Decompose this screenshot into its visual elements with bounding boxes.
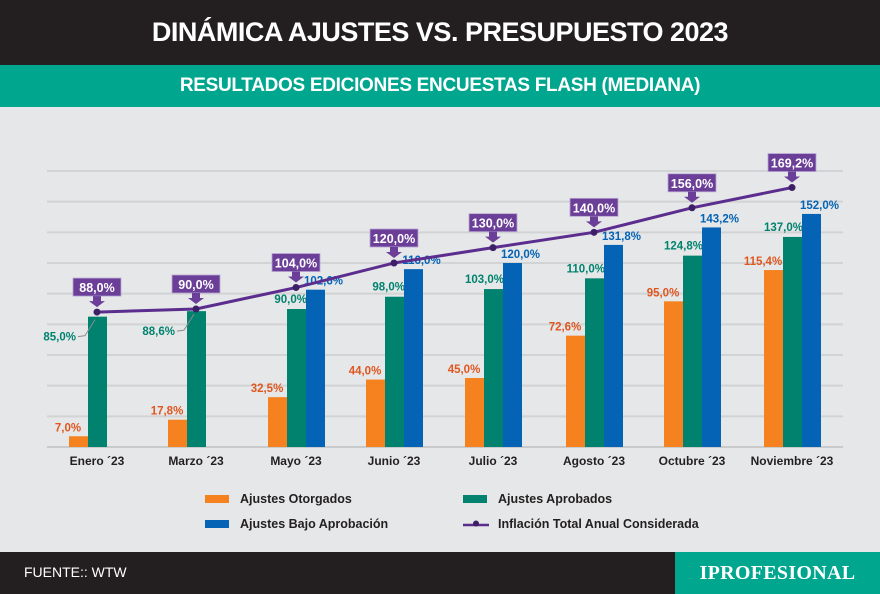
- bar-aprobados: [683, 255, 702, 447]
- bar-bajo-aprobacion: [404, 269, 423, 447]
- inflation-point: [489, 244, 497, 252]
- legend-line-marker-icon: [463, 520, 489, 527]
- bar-otorgados: [366, 379, 385, 447]
- callout-label: 130,0%: [472, 217, 514, 231]
- source-text: FUENTE:: WTW: [24, 564, 127, 580]
- leader-line: [176, 313, 195, 332]
- bar-aprobados: [585, 278, 604, 447]
- legend-otorgados: Ajustes Otorgados: [205, 492, 352, 506]
- subtitle-text: RESULTADOS EDICIONES ENCUESTAS FLASH (ME…: [179, 75, 701, 96]
- legend-label: Inflación Total Anual Considerada: [498, 517, 699, 531]
- inflation-point: [192, 305, 200, 313]
- data-label: 72,6%: [549, 322, 582, 334]
- data-label: 120,0%: [501, 249, 540, 261]
- callout-label: 90,0%: [178, 278, 213, 292]
- bar-otorgados: [69, 436, 88, 447]
- data-label: 88,6%: [142, 326, 175, 338]
- x-tick-label: Junio ´23: [368, 454, 421, 468]
- inflation-point: [292, 284, 300, 292]
- data-label: 44,0%: [349, 366, 382, 378]
- legend-swatch-blue: [205, 520, 229, 528]
- data-label: 131,8%: [602, 231, 641, 243]
- chart-title: DINÁMICA AJUSTES VS. PRESUPUESTO 2023: [0, 0, 880, 65]
- inflation-line: [96, 186, 793, 314]
- callout-label: 140,0%: [573, 201, 615, 215]
- x-tick-label: Marzo ´23: [168, 454, 224, 468]
- bar-otorgados: [664, 301, 683, 447]
- bar-aprobados: [484, 289, 503, 447]
- inflation-point: [93, 308, 101, 316]
- legend-label: Ajustes Otorgados: [240, 492, 352, 506]
- legend-swatch-orange: [205, 495, 229, 503]
- callout-arrow-icon: [386, 247, 402, 258]
- data-label: 90,0%: [274, 294, 307, 306]
- x-tick-label: Noviembre ´23: [751, 454, 834, 468]
- bar-otorgados: [764, 270, 783, 447]
- callout-arrow-icon: [89, 296, 105, 308]
- data-label: 45,0%: [448, 364, 481, 376]
- legend-label: Ajustes Aprobados: [498, 492, 613, 506]
- callout-label: 156,0%: [671, 177, 713, 191]
- x-tick-label: Enero ´23: [70, 454, 125, 468]
- legend-inflacion: Inflación Total Anual Considerada: [463, 517, 699, 531]
- bar-bajo-aprobacion: [503, 263, 522, 447]
- chart-plot: 7,0% 85,0% Enero ´23 17,8% 88,6% Marzo ´23 32,…: [43, 153, 843, 468]
- callout-arrow-icon: [485, 231, 501, 243]
- data-label: 32,5%: [251, 383, 284, 395]
- legend-aprobados: Ajustes Aprobados: [463, 492, 612, 506]
- callout-arrow-icon: [684, 191, 700, 203]
- inflation-point: [390, 259, 398, 267]
- x-tick-label: Julio ´23: [469, 454, 518, 468]
- data-label: 7,0%: [55, 422, 81, 434]
- bar-aprobados: [385, 296, 404, 447]
- callout-arrow-icon: [188, 293, 204, 304]
- legend-label: Ajustes Bajo Aprobación: [240, 517, 389, 531]
- inflation-point: [688, 204, 696, 212]
- x-tick-label: Mayo ´23: [270, 454, 322, 468]
- footer: FUENTE:: WTW IPROFESIONAL: [0, 552, 880, 594]
- bar-otorgados: [566, 335, 585, 447]
- legend-bajo-aprobacion: Ajustes Bajo Aprobación: [205, 517, 388, 531]
- bar-bajo-aprobacion: [604, 244, 623, 447]
- callout-arrow-icon: [586, 216, 602, 228]
- chart-subtitle: RESULTADOS EDICIONES ENCUESTAS FLASH (ME…: [0, 65, 880, 107]
- data-label: 98,0%: [372, 282, 405, 294]
- callout-arrow-icon: [784, 171, 800, 183]
- bar-otorgados: [168, 419, 187, 447]
- bar-aprobados: [187, 311, 206, 447]
- inflation-point: [590, 228, 598, 236]
- callout-label: 169,2%: [771, 157, 813, 171]
- data-label: 85,0%: [43, 332, 76, 344]
- brand-logo: IPROFESIONAL: [675, 552, 880, 594]
- bar-aprobados: [783, 236, 802, 447]
- brand-text: IPROFESIONAL: [699, 561, 856, 584]
- data-label: 103,0%: [465, 274, 504, 286]
- bar-bajo-aprobacion: [802, 213, 821, 447]
- inflation-point: [788, 184, 796, 192]
- data-label: 152,0%: [800, 200, 839, 212]
- data-label: 137,0%: [764, 222, 803, 234]
- legend-swatch-green: [463, 495, 487, 503]
- bar-aprobados: [287, 309, 306, 447]
- bar-otorgados: [268, 397, 287, 447]
- leader-line: [77, 319, 96, 338]
- data-label: 143,2%: [700, 213, 739, 225]
- bar-otorgados: [465, 378, 484, 447]
- x-tick-label: Octubre ´23: [659, 454, 726, 468]
- callout-arrow-icon: [288, 271, 304, 283]
- callout-label: 120,0%: [373, 232, 415, 246]
- data-label: 110,0%: [567, 263, 605, 275]
- callout-label: 104,0%: [275, 257, 317, 271]
- callout-label: 88,0%: [79, 281, 114, 295]
- data-label: 17,8%: [151, 406, 184, 418]
- bar-bajo-aprobacion: [306, 289, 325, 447]
- x-tick-label: Agosto ´23: [563, 454, 625, 468]
- data-label: 95,0%: [647, 287, 680, 299]
- data-label: 124,8%: [664, 241, 703, 253]
- title-text: DINÁMICA AJUSTES VS. PRESUPUESTO 2023: [151, 17, 729, 47]
- bar-bajo-aprobacion: [702, 227, 721, 447]
- data-label: 115,4%: [744, 256, 782, 268]
- bar-aprobados: [88, 316, 107, 447]
